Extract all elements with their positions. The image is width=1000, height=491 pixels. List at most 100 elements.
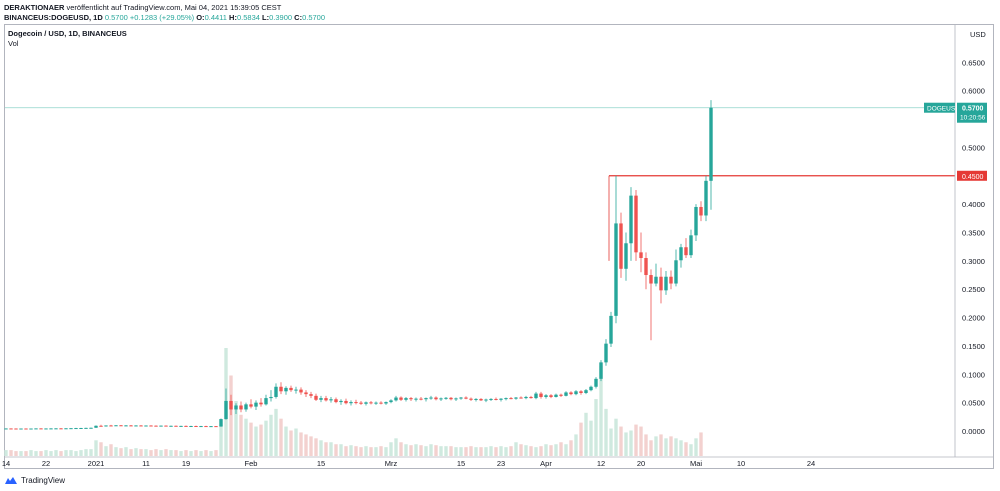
volume-legend: Vol (8, 39, 19, 48)
candle-body (634, 195, 638, 253)
volume-bar (194, 450, 198, 456)
candle-body (684, 247, 688, 256)
candle-body (394, 397, 398, 401)
candle-body (44, 428, 48, 430)
volume-bar (239, 414, 243, 456)
volume-bar (504, 447, 508, 456)
volume-bar (674, 438, 678, 456)
candle-body (524, 396, 528, 399)
volume-bar (69, 450, 73, 456)
volume-bar (174, 450, 178, 456)
volume-bar (409, 445, 413, 456)
candle-body (494, 398, 498, 400)
candle-body (429, 397, 433, 399)
tradingview-logo-icon (5, 477, 17, 484)
candle-body (274, 386, 278, 397)
tradingview-footer[interactable]: TradingView (4, 476, 65, 485)
candle-body (364, 402, 368, 404)
volume-bar (129, 449, 133, 456)
candle-body (54, 428, 58, 430)
volume-bar (599, 365, 603, 456)
volume-bar (624, 432, 628, 456)
volume-bar (484, 447, 488, 456)
volume-bar (24, 451, 28, 456)
volume-bar (564, 444, 568, 456)
candle-body (119, 425, 123, 427)
volume-bar (329, 442, 333, 456)
candle-body (174, 425, 178, 427)
candle-body (169, 425, 173, 427)
price-tick-label: 0.0000 (962, 427, 985, 436)
volume-bar (349, 445, 353, 456)
candle-body (324, 398, 328, 401)
volume-bar (594, 399, 598, 456)
price-tick-label: 0.2500 (962, 285, 985, 294)
candle-body (694, 206, 698, 236)
candle-body (349, 402, 353, 404)
candle-body (554, 394, 558, 397)
volume-bar (459, 447, 463, 456)
volume-bar (439, 446, 443, 456)
candle-body (9, 428, 13, 430)
volume-bar (589, 420, 593, 456)
volume-bar (324, 442, 328, 456)
candle-body (454, 398, 458, 400)
time-tick-label: Feb (245, 459, 258, 468)
candle-body (104, 425, 108, 427)
candle-body (389, 400, 393, 403)
volume-bar (84, 449, 88, 456)
candle-body (369, 402, 373, 404)
price-tick-label: 0.6000 (962, 87, 985, 96)
volume-bar (404, 444, 408, 456)
volume-bar (419, 445, 423, 456)
symbol-tag-text: DOGEUSD (927, 106, 960, 113)
candle-body (649, 275, 653, 284)
candle-body (144, 425, 148, 427)
candle-body (514, 397, 518, 399)
candle-body (624, 243, 628, 269)
volume-bar (449, 446, 453, 456)
candle-body (574, 391, 578, 395)
volume-bar (649, 440, 653, 456)
time-tick-label: 20 (637, 459, 645, 468)
candle-body (374, 402, 378, 404)
volume-bar (499, 446, 503, 456)
chart-lines (5, 107, 955, 261)
volume-bar (369, 447, 373, 456)
candle-body (284, 387, 288, 392)
candle-body (209, 426, 213, 428)
volume-bar (284, 426, 288, 456)
candle-body (79, 427, 83, 429)
candle-body (189, 426, 193, 428)
time-tick-label: 22 (42, 459, 50, 468)
candle-body (679, 247, 683, 261)
volume-bar (684, 442, 688, 456)
symbol-name: BINANCEUS:DOGEUSD, 1D (4, 13, 103, 22)
tradingview-brand: TradingView (21, 476, 66, 485)
candle-body (249, 404, 253, 407)
time-axis[interactable]: 14 22 2021 11 19 Feb 15 Mrz 15 23 Apr 12 20 Mai 10 24 (2, 456, 993, 468)
candle-body (509, 398, 513, 400)
candle-body (609, 315, 613, 344)
volume-bar (464, 447, 468, 456)
volume-bar (64, 450, 68, 456)
candle-body (179, 425, 183, 427)
candle-body (109, 425, 113, 427)
candle-body (184, 425, 188, 427)
published-text: veröffentlicht auf TradingView.com, Mai … (64, 3, 282, 12)
price-axis[interactable]: 0.0000 0.0500 0.1000 0.1500 0.2000 0.2500 0.30… (954, 25, 986, 457)
volume-bar (79, 450, 83, 456)
candle-body (149, 425, 153, 427)
time-tick-label: 19 (182, 459, 190, 468)
candle-body (294, 389, 298, 391)
last-price-tag-text: 0.5700 (962, 106, 984, 113)
candle-body (94, 425, 98, 428)
price-tick-label: 0.4000 (962, 200, 985, 209)
volume-bar (274, 408, 278, 456)
candle-body (229, 400, 233, 410)
volume-bar (49, 451, 53, 456)
time-tick-label: 15 (317, 459, 325, 468)
price-tick-label: 0.3000 (962, 257, 985, 266)
candle-body (214, 426, 218, 428)
